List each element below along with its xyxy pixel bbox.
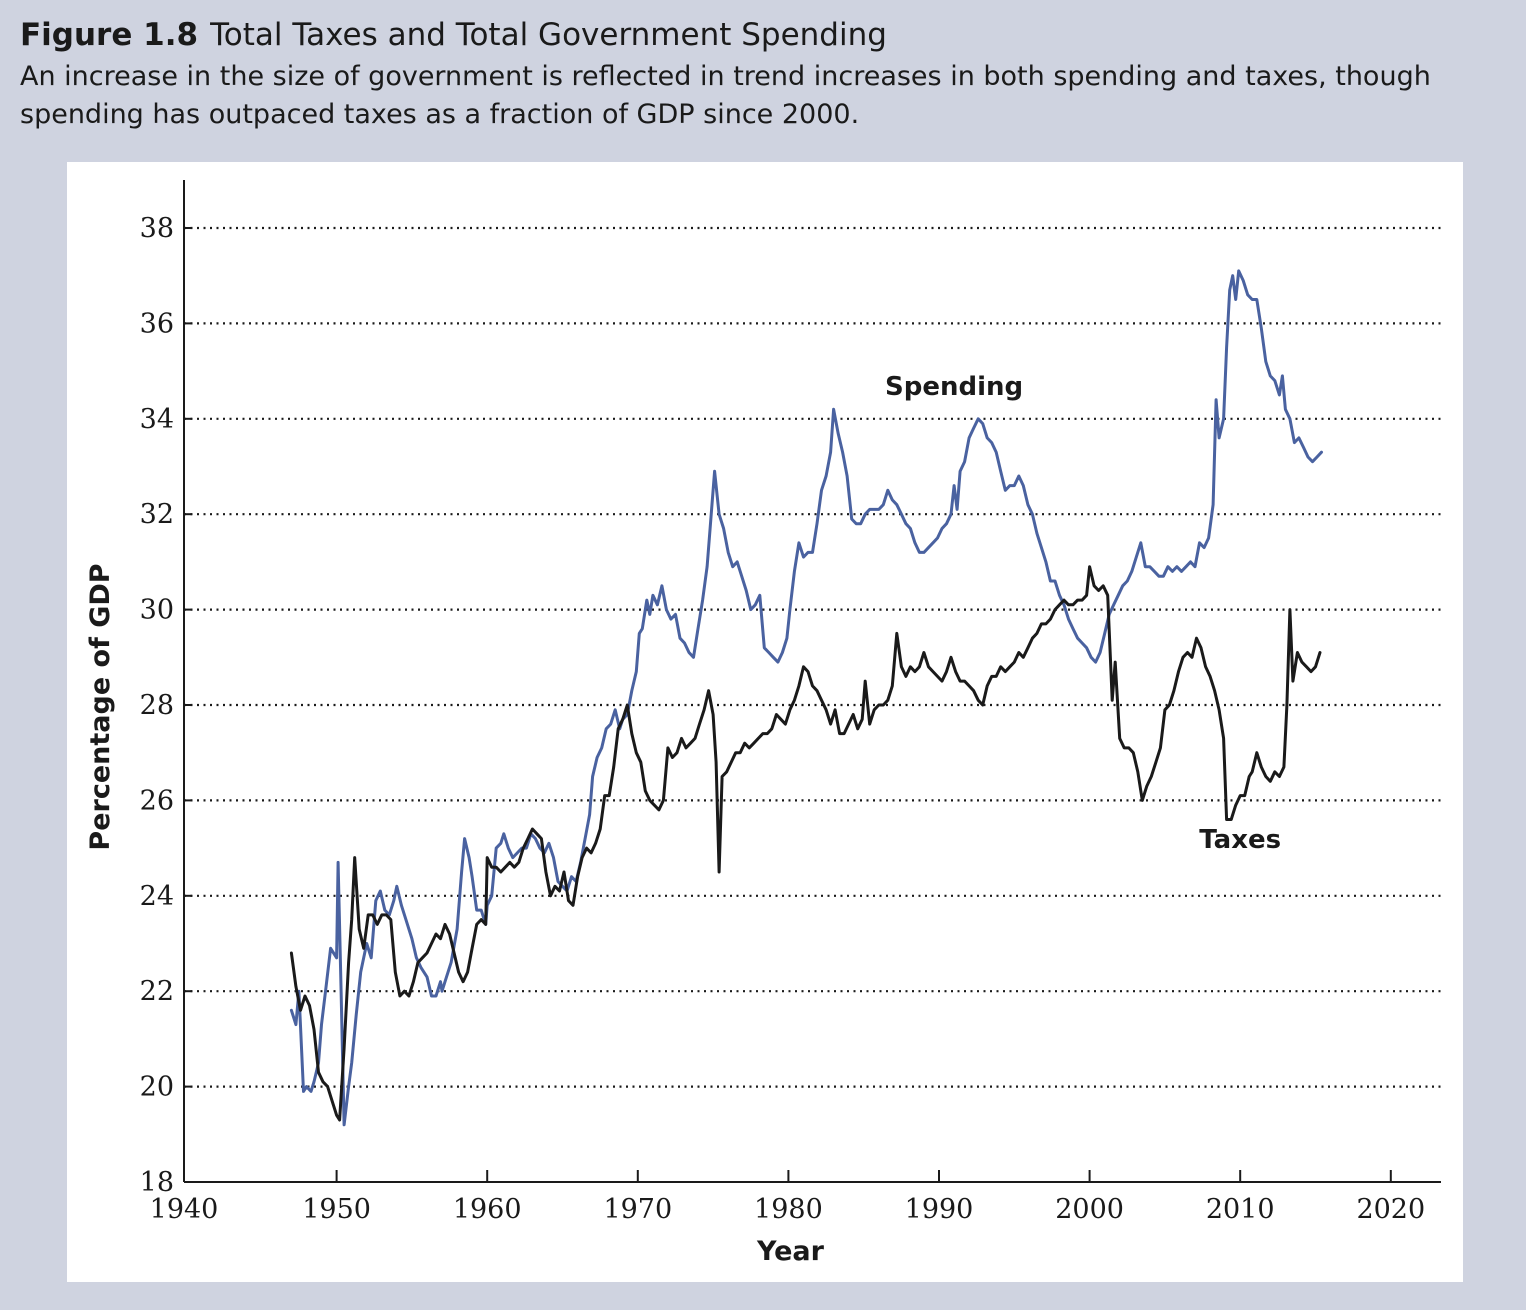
x-tick-label-1960: 1960 [453,1194,522,1225]
y-tick-label-32: 32 [140,499,174,530]
figure-title: Total Taxes and Total Government Spendin… [210,17,887,53]
x-tick-label-1990: 1990 [905,1194,974,1225]
y-tick-label-24: 24 [140,881,174,912]
series-label-spending: Spending [885,372,1023,402]
y-ticks: 18 20 22 24 26 28 30 32 34 36 38 [140,213,192,1198]
series-annotations: Spending Taxes [885,372,1281,855]
x-tick-label-1950: 1950 [302,1194,371,1225]
figure-title-line: Figure 1.8 Total Taxes and Total Governme… [20,14,1516,56]
y-tick-label-18: 18 [140,1167,174,1198]
y-tick-label-30: 30 [140,595,174,626]
x-tick-label-1970: 1970 [603,1194,672,1225]
y-axis-title: Percentage of GDP [85,563,116,850]
series-lines [289,269,1323,1127]
y-tick-label-28: 28 [140,690,174,721]
series-label-taxes: Taxes [1199,825,1281,855]
x-tick-label-1940: 1940 [150,1194,219,1225]
y-tick-label-38: 38 [140,213,174,244]
x-tick-label-2020: 2020 [1356,1194,1425,1225]
y-tick-label-34: 34 [140,404,174,435]
series-line-spending [289,269,1323,1127]
y-tick-label-22: 22 [140,976,174,1007]
figure-header: Figure 1.8 Total Taxes and Total Governme… [20,14,1516,134]
x-tick-label-2010: 2010 [1206,1194,1275,1225]
y-tick-label-36: 36 [140,308,174,339]
figure-caption: An increase in the size of government is… [20,61,1431,130]
y-tick-label-26: 26 [140,785,174,816]
axes [183,180,1441,1183]
x-tick-label-1980: 1980 [754,1194,823,1225]
series-line-taxes [289,565,1322,1122]
x-ticks: 1940 1950 1960 1970 1980 1990 2000 2010 2020 [150,1170,1425,1225]
figure-number: Figure 1.8 [20,17,199,53]
chart-panel: 18 20 22 24 26 28 30 32 34 36 38 1940 1950 1960 1970 1… [67,162,1463,1282]
x-tick-label-2000: 2000 [1055,1194,1124,1225]
y-tick-label-20: 20 [140,1072,174,1103]
x-axis-title: Year [756,1236,825,1267]
grid-lines [184,226,1441,1088]
